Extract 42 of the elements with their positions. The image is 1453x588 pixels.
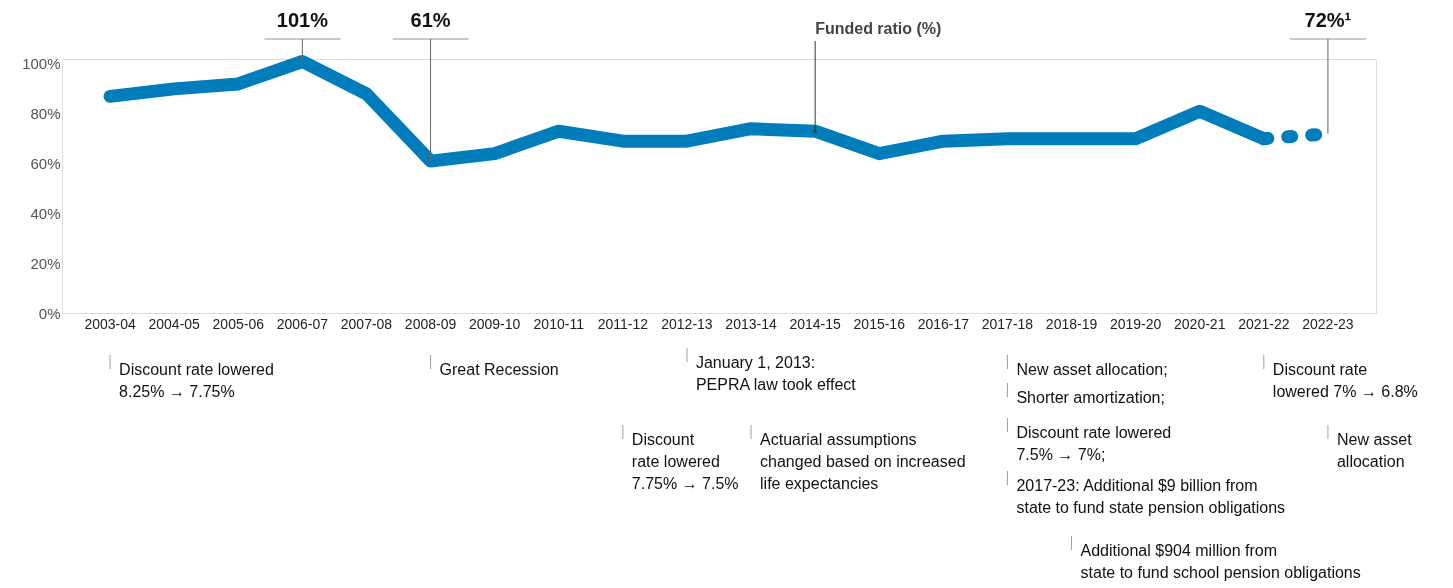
x-tick-label: 2012-13 [661,315,713,332]
data-label: 61% [410,9,451,31]
y-tick-label: 60% [30,155,61,173]
y-tick-label: 20% [30,254,61,272]
text: Discount rate lowered 7.75% → 7.5% [631,431,739,492]
x-tick-label: 2020-21 [1174,315,1226,332]
text: 2017-23: Additional $9 billion from state to fund state pension obligations [1016,477,1286,516]
x-tick-label: 2005-06 [212,315,265,332]
x-tick-label: 2006-07 [276,315,329,332]
text: Actuarial assumptions changed based on increased life expectancies [760,431,966,492]
data-label: 72%¹ [1304,9,1352,31]
x-tick-label: 2021-22 [1238,315,1290,332]
x-tick-label: 2017-18 [981,315,1034,332]
x-tick-label: 2016-17 [917,315,970,332]
x-tick-label: 2007-08 [340,315,393,332]
x-tick-label: 2003-04 [84,315,136,332]
x-tick-label: 2019-20 [1109,315,1162,332]
annotation: Funded ratio (%) [815,20,942,37]
x-tick-label: 2022-23 [1302,315,1354,332]
text: Discount rate lowered 8.25% → 7.75% [119,361,274,400]
text: New asset allocation [1336,431,1413,470]
x-tick-label: 2009-10 [468,315,521,332]
text: Great Recession [439,361,559,378]
x-tick-label: 2013-14 [725,315,777,332]
x-tick-label: 2011-12 [597,315,649,332]
x-tick-label: 2014-15 [789,315,842,332]
x-tick-label: 2018-19 [1045,315,1098,332]
text: Discount rate lowered 7.5% → 7%; [1016,424,1172,463]
x-tick-label: 2010-11 [533,315,585,332]
data-label: 101% [276,9,329,31]
y-tick-label: 0% [38,304,61,322]
text: New asset allocation; [1016,361,1168,378]
text: Discount rate lowered 7% → 6.8% [1272,361,1418,400]
x-tick-label: 2008-09 [404,315,457,332]
y-tick-label: 80% [30,105,61,123]
text: January 1, 2013: PEPRA law took effect [695,354,857,393]
y-tick-label: 100% [22,55,61,73]
text: Shorter amortization; [1016,389,1165,406]
x-tick-label: 2004-05 [148,315,201,332]
x-tick-label: 2015-16 [853,315,906,332]
y-tick-label: 40% [30,204,61,222]
text: Additional $904 million from state to fund school pension obligations [1080,542,1361,581]
